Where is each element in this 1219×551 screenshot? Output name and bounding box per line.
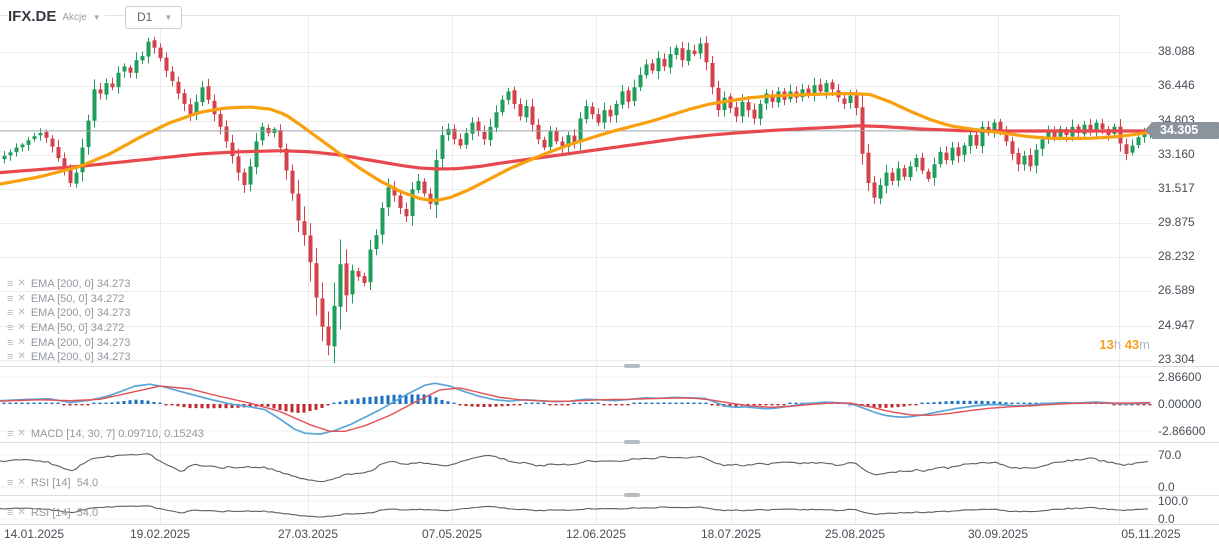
symbol-name: IFX.DE: [8, 8, 57, 25]
timeframe-value: D1: [137, 10, 153, 24]
price-axis-label: 24.947: [1158, 318, 1195, 332]
ema-legend-label: EMA [200, 0] 34.273: [30, 278, 131, 291]
date-label: 14.01.2025: [4, 527, 65, 541]
candles-layer: [2, 36, 1153, 363]
price-axis-label: 23.304: [1158, 352, 1195, 366]
chevron-down-icon: ▼: [164, 12, 173, 22]
indicator-close-icon[interactable]: ✕: [17, 336, 26, 348]
ema-orange-line: [0, 92, 1154, 202]
ema-legend-label: EMA [200, 0] 34.273: [30, 351, 131, 364]
macd-legend-row: ≡ ✕ MACD [14, 30, 7] 0.09710, 0.15243: [7, 428, 204, 440]
rsi2-legend-row: ≡ ✕ RSI [14] 54.0: [7, 507, 98, 519]
indicator-close-icon[interactable]: ✕: [17, 278, 26, 290]
date-label: 18.07.2025: [700, 527, 762, 541]
indicator-settings-icon[interactable]: ≡: [7, 428, 14, 440]
timeframe-dropdown[interactable]: D1 ▼: [125, 6, 183, 29]
ema-legend-label: EMA [50, 0] 34.272: [30, 292, 125, 305]
date-label: 25.08.2025: [824, 527, 886, 541]
rsi1-legend-row: ≡ ✕ RSI [14] 54.0: [7, 477, 98, 489]
indicator-settings-icon[interactable]: ≡: [7, 307, 14, 320]
macd-axis-label: 0.00000: [1158, 397, 1202, 411]
indicator-settings-icon[interactable]: ≡: [7, 278, 14, 291]
indicator-close-icon[interactable]: ✕: [17, 428, 26, 439]
rsi2-legend-label: RSI [14] 54.0: [30, 507, 99, 519]
indicator-legend-row: ≡ ✕ EMA [50, 0] 34.272: [7, 321, 131, 336]
price-axis-label: 38.088: [1158, 44, 1195, 58]
bar-countdown-timer: 13h 43m: [1099, 337, 1150, 352]
indicator-legend-row: ≡ ✕ EMA [200, 0] 34.273: [7, 277, 131, 292]
indicator-settings-icon[interactable]: ≡: [7, 322, 14, 335]
market-type-label: Akcje: [62, 12, 87, 23]
panel-resize-handle[interactable]: [624, 493, 640, 497]
indicator-close-icon[interactable]: ✕: [17, 292, 26, 304]
panel-resize-handle[interactable]: [624, 440, 640, 444]
date-label: 12.06.2025: [565, 527, 627, 541]
rsi-axis-label: 100.0: [1158, 494, 1189, 508]
indicator-settings-icon[interactable]: ≡: [7, 477, 14, 489]
indicator-close-icon[interactable]: ✕: [17, 307, 26, 319]
date-label: 27.03.2025: [277, 527, 339, 541]
indicator-settings-icon[interactable]: ≡: [7, 507, 14, 519]
macd-line: [0, 382, 1151, 435]
rsi-axis-label: 0.0: [1158, 480, 1175, 494]
indicator-close-icon[interactable]: ✕: [17, 322, 26, 334]
indicator-settings-icon[interactable]: ≡: [7, 292, 14, 305]
ema-red-line: [0, 124, 1154, 175]
indicator-settings-icon[interactable]: ≡: [7, 351, 14, 364]
indicator-legend-row: ≡ ✕ EMA [200, 0] 34.273: [7, 350, 131, 365]
chevron-down-icon: ▼: [92, 13, 101, 22]
indicator-legend-row: ≡ ✕ EMA [200, 0] 34.273: [7, 306, 131, 321]
rsi-axis-label: 0.0: [1158, 512, 1175, 526]
price-axis-label: 26.589: [1158, 283, 1195, 297]
date-label: 07.05.2025: [421, 527, 483, 541]
indicator-legend-row: ≡ ✕ EMA [200, 0] 34.273: [7, 335, 131, 350]
rsi-axis-label: 70.0: [1158, 448, 1182, 462]
price-axis-label: 28.232: [1158, 249, 1195, 263]
date-label: 19.02.2025: [129, 527, 191, 541]
rsi1-legend-label: RSI [14] 54.0: [30, 477, 99, 489]
price-axis-label: 36.446: [1158, 78, 1195, 92]
panel-resize-handle[interactable]: [624, 364, 640, 368]
indicator-close-icon[interactable]: ✕: [17, 507, 26, 518]
price-axis-label: 33.160: [1158, 147, 1195, 161]
price-axis-label: 29.875: [1158, 215, 1195, 229]
rsi2-line: [0, 505, 1149, 518]
macd-legend-label: MACD [14, 30, 7] 0.09710, 0.15243: [30, 428, 204, 440]
macd-signal-line: [0, 385, 1150, 432]
price-axis-label: 31.517: [1158, 181, 1195, 195]
indicator-legend: ≡ ✕ EMA [200, 0] 34.273 ≡ ✕ EMA [50, 0] 34.27…: [7, 277, 131, 365]
ema-legend-label: EMA [200, 0] 34.273: [30, 307, 131, 320]
date-label: 30.09.2025: [967, 527, 1029, 541]
ema-legend-label: EMA [50, 0] 34.272: [30, 322, 125, 335]
date-label: 05.11.2025: [1121, 527, 1181, 541]
indicator-close-icon[interactable]: ✕: [17, 477, 26, 488]
indicator-legend-row: ≡ ✕ EMA [50, 0] 34.272: [7, 292, 131, 307]
indicator-settings-icon[interactable]: ≡: [7, 336, 14, 349]
current-price-badge: 34.305: [1145, 122, 1219, 139]
rsi1-line: [0, 453, 1149, 483]
macd-axis-label: -2.86600: [1158, 424, 1206, 438]
ema-legend-label: EMA [200, 0] 34.273: [30, 336, 131, 349]
macd-axis-label: 2.86600: [1158, 370, 1202, 384]
indicator-close-icon[interactable]: ✕: [17, 351, 26, 363]
symbol-selector[interactable]: IFX.DE Akcje ▼: [8, 8, 105, 27]
